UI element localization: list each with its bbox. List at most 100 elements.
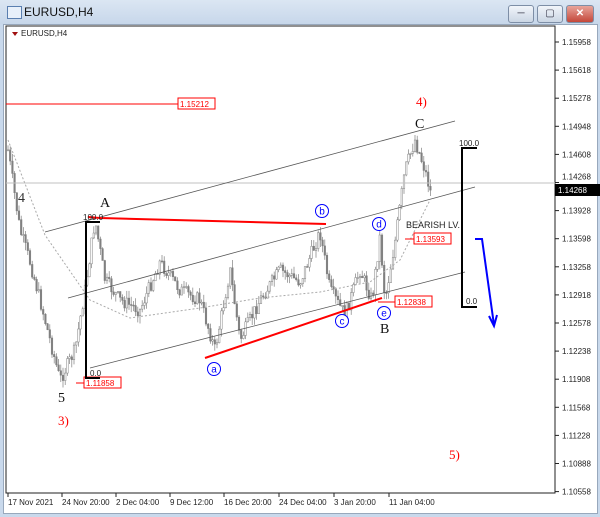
candle-body	[246, 317, 249, 323]
y-tick-label: 1.11228	[562, 431, 591, 440]
candle-body	[325, 254, 329, 275]
channel	[44, 120, 476, 369]
candle-body	[279, 264, 282, 268]
candle-body	[81, 308, 84, 317]
candle-body	[424, 170, 428, 173]
candle-body	[15, 192, 18, 212]
x-tick-label: 3 Jan 20:00	[334, 498, 376, 507]
candle-body	[402, 174, 406, 189]
candle-body	[77, 328, 80, 343]
candle-body	[367, 289, 370, 299]
candle-body	[213, 339, 216, 345]
candle-body	[88, 263, 91, 278]
candle-body	[398, 205, 401, 221]
candle-body	[55, 356, 58, 366]
candle-body	[385, 292, 388, 294]
candle-body	[273, 275, 276, 280]
candle-body	[226, 285, 230, 298]
candle-body	[114, 292, 117, 295]
candle-body	[169, 271, 172, 274]
candle-body	[262, 295, 265, 298]
red-line-bottom	[204, 297, 383, 359]
wave-3-label: 3)	[58, 413, 69, 428]
candle-body	[121, 297, 124, 301]
candle-body	[20, 219, 23, 235]
candle-body	[191, 294, 194, 303]
candle-body	[314, 248, 318, 251]
wave-d-label: d	[376, 220, 382, 231]
candle-body	[416, 139, 419, 153]
fib-left	[85, 221, 100, 379]
fib-right-top: 100.0	[459, 139, 480, 148]
candle-body	[259, 295, 263, 304]
candle-body	[215, 342, 219, 345]
candle-body	[6, 149, 10, 152]
candle-body	[24, 234, 27, 243]
candle-body	[317, 232, 320, 249]
candle-body	[125, 297, 128, 309]
candle-body	[354, 277, 357, 285]
candle-body	[251, 313, 254, 319]
candle-body	[167, 272, 170, 276]
candle-body	[143, 302, 146, 306]
candle-body	[180, 286, 183, 296]
level-label-2: 1.13593	[416, 235, 445, 244]
candle-body	[229, 267, 232, 287]
candle-body	[154, 273, 157, 282]
candle-body	[147, 282, 150, 294]
candle-body	[222, 307, 225, 312]
candle-body	[268, 281, 271, 292]
candle-body	[46, 323, 49, 330]
y-tick-label: 1.15958	[562, 38, 591, 47]
candle-body	[28, 250, 32, 265]
candle-body	[31, 264, 34, 278]
candle-body	[310, 245, 313, 259]
maximize-button[interactable]: ▢	[537, 5, 563, 23]
wave-5-label: 5	[58, 391, 65, 406]
candle-body	[330, 279, 333, 287]
candle-body	[207, 323, 210, 329]
candle-body	[53, 354, 56, 357]
candle-body	[44, 313, 47, 324]
y-tick-label: 1.11568	[562, 403, 591, 412]
candle-body	[387, 282, 390, 293]
x-tick-label: 24 Dec 04:00	[279, 498, 327, 507]
candle-body	[277, 266, 280, 270]
candle-body	[332, 286, 335, 290]
candle-body	[37, 289, 40, 292]
close-button[interactable]: ✕	[566, 5, 594, 23]
channel-lower	[89, 271, 466, 369]
candle-body	[301, 278, 304, 284]
candle-body	[422, 161, 425, 171]
candle-body	[339, 299, 342, 306]
candle-body	[108, 276, 111, 279]
candle-body	[292, 273, 296, 279]
candle-body	[248, 313, 252, 318]
candle-body	[185, 286, 188, 288]
candle-body	[297, 279, 300, 286]
candle-body	[130, 304, 133, 306]
wave-d-circle	[372, 217, 386, 231]
candle-body	[290, 273, 293, 276]
moving-average-line	[7, 139, 431, 319]
candle-body	[97, 225, 100, 240]
candle-body	[99, 238, 102, 249]
minimize-button[interactable]: ─	[508, 5, 534, 23]
candle-body	[101, 248, 104, 261]
symbol-label: EURUSD,H4	[21, 29, 68, 38]
fib-left-bottom: 0.0	[90, 369, 102, 378]
candle-body	[35, 279, 38, 292]
candle-body	[383, 264, 386, 293]
wave-b-label: b	[319, 207, 325, 218]
candle-body	[336, 295, 340, 300]
wave-C-label: C	[415, 117, 424, 132]
candle-body	[163, 260, 166, 274]
candle-body	[380, 234, 384, 266]
candle-body	[418, 152, 421, 154]
candle-body	[411, 151, 414, 154]
candle-body	[11, 160, 14, 174]
candle-body	[255, 306, 258, 314]
y-tick-label: 1.13598	[562, 235, 591, 244]
candle-body	[209, 328, 212, 342]
